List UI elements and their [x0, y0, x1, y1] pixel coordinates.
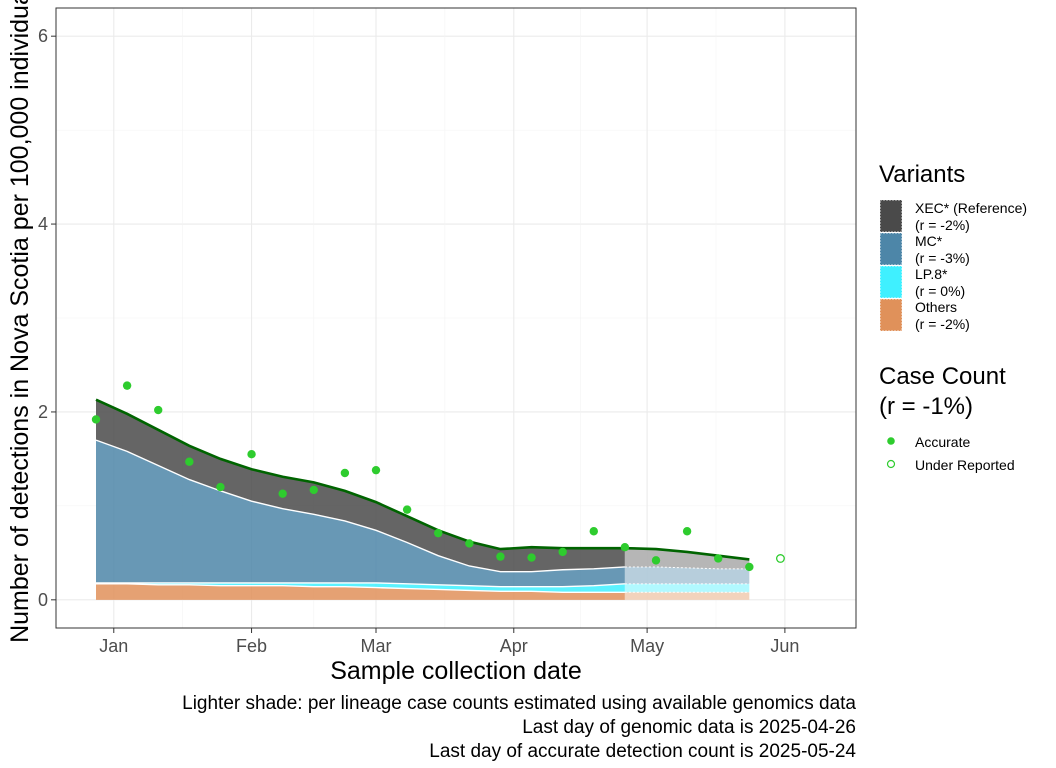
case-point-accurate: [651, 556, 661, 565]
legend-label-others: Others: [915, 299, 957, 315]
legend-label-mc: MC*: [915, 233, 943, 249]
y-axis-ticks: 0 2 4 6: [38, 26, 56, 610]
case-count-legend-subtitle: (r = -1%): [879, 393, 973, 420]
legend-key-others: [879, 298, 903, 332]
area-others-estimated: [624, 592, 750, 600]
x-tick-label: Apr: [500, 636, 528, 656]
x-tick-label: May: [630, 636, 664, 656]
plot-panel-border: [55, 7, 857, 629]
legend-key-xec: [879, 199, 903, 233]
case-point-accurate: [620, 543, 630, 552]
x-tick-label: Feb: [236, 636, 267, 656]
caption-detection-cutoff: Last day of accurate detection count is …: [429, 741, 856, 762]
case-point-accurate: [185, 457, 194, 466]
legend-r-xec: (r = -2%): [915, 217, 970, 233]
layer-separator: [96, 583, 625, 593]
case-point-accurate: [527, 553, 536, 562]
case-point-accurate: [154, 405, 163, 415]
y-tick-label: 0: [38, 590, 48, 610]
case-point-accurate: [496, 552, 505, 561]
case-count-points: [91, 381, 785, 572]
legend-accurate-label: Accurate: [915, 434, 970, 450]
case-point-accurate: [434, 528, 443, 538]
y-tick-label: 6: [38, 26, 48, 46]
y-axis-title: Number of detections in Nova Scotia per …: [6, 0, 34, 643]
case-point-accurate: [589, 527, 598, 536]
area-mc: [96, 440, 625, 587]
case-point-accurate: [122, 381, 132, 390]
case-count-legend: Case Count (r = -1%) Accurate Under Repo…: [879, 363, 1015, 473]
legend-r-mc: (r = -3%): [915, 250, 970, 266]
case-point-under-reported: [775, 554, 785, 563]
variants-legend-title: Variants: [879, 161, 965, 188]
legend-key-accurate: [887, 437, 895, 445]
case-count-legend-title: Case Count: [879, 363, 1006, 390]
x-axis-ticks: Jan Feb Mar Apr May Jun: [99, 628, 799, 656]
legend-label-lp-8: LP.8*: [915, 266, 948, 282]
stacked-areas: [95, 400, 750, 600]
legend-label-xec: XEC* (Reference): [915, 200, 1027, 216]
case-point-accurate: [247, 450, 256, 459]
case-point-accurate: [714, 554, 723, 563]
case-point-accurate: [465, 539, 474, 548]
area-xec: [96, 400, 625, 572]
x-tick-label: Jan: [99, 636, 128, 656]
layer-separator-estimated: [624, 566, 750, 570]
total-line-layer: [95, 398, 750, 561]
caption-genomic-cutoff: Last day of genomic data is 2025-04-26: [522, 717, 856, 738]
total-line: [95, 398, 750, 561]
layer-separator: [96, 582, 625, 588]
legend-key-under-reported: [886, 459, 896, 469]
legend-key-mc: [879, 232, 903, 266]
x-tick-label: Jun: [770, 636, 799, 656]
caption-lighter-shade: Lighter shade: per lineage case counts e…: [182, 693, 856, 714]
y-tick-label: 4: [38, 214, 48, 234]
case-point-accurate: [91, 415, 101, 424]
case-point-accurate: [340, 468, 350, 478]
area-others: [96, 583, 625, 600]
x-tick-label: Mar: [361, 636, 392, 656]
case-point-accurate: [402, 505, 412, 514]
legend-r-lp-8: (r = 0%): [915, 283, 965, 299]
x-axis-title: Sample collection date: [330, 657, 582, 685]
case-point-accurate: [371, 465, 381, 475]
case-point-accurate: [278, 489, 287, 498]
variants-legend: Variants XEC* (Reference)(r = -2%)MC*(r …: [879, 161, 1027, 332]
case-point-accurate: [682, 527, 692, 536]
case-point-accurate: [309, 485, 318, 495]
legend-under-reported-label: Under Reported: [915, 457, 1015, 473]
area-mc-estimated: [624, 566, 750, 584]
area-lp-8-estimated: [624, 583, 750, 593]
case-point-accurate: [216, 482, 225, 492]
case-point-accurate: [745, 562, 754, 572]
legend-key-lp-8: [879, 265, 903, 299]
layer-separator: [95, 439, 625, 573]
y-tick-label: 2: [38, 402, 48, 422]
legend-r-others: (r = -2%): [915, 316, 970, 332]
case-point-accurate: [558, 547, 567, 557]
